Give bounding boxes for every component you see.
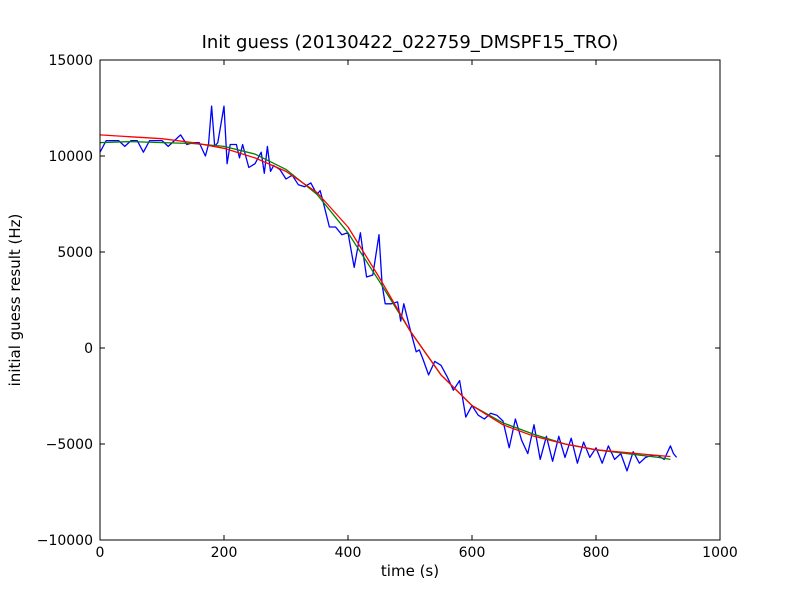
- y-tick-label: −5000: [46, 437, 93, 453]
- series-line-3: [100, 134, 671, 458]
- y-tick-label: 10000: [48, 149, 93, 165]
- axes-frame: [99, 59, 721, 541]
- y-axis-label: initial guess result (Hz): [6, 214, 24, 387]
- y-axis: −10000 −5000 0 5000 10000 15000: [37, 53, 720, 549]
- x-tick-label: 800: [583, 545, 610, 561]
- x-axis-label: time (s): [381, 562, 439, 580]
- y-tick-label: −10000: [37, 533, 93, 549]
- y-tick-label: 15000: [48, 53, 93, 69]
- x-tick-label: 1000: [702, 545, 738, 561]
- chart-title: Init guess (20130422_022759_DMSPF15_TRO): [202, 32, 619, 53]
- x-tick-label: 0: [96, 545, 105, 561]
- plot-area: [99, 59, 721, 541]
- x-tick-label: 600: [459, 545, 486, 561]
- x-tick-label: 200: [211, 545, 238, 561]
- x-axis: 0 200 400 600 800 1000: [96, 60, 738, 561]
- y-tick-label: 0: [84, 341, 93, 357]
- x-tick-label: 400: [335, 545, 362, 561]
- y-tick-label: 5000: [57, 245, 93, 261]
- series-line-1: [100, 105, 678, 472]
- series-group: [100, 105, 678, 472]
